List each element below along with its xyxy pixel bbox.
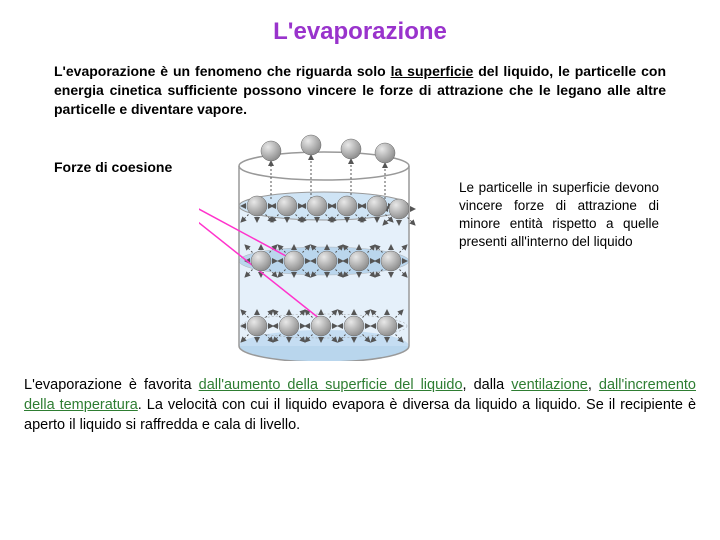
intro-underlined: la superficie — [391, 63, 474, 79]
bottom-sep1: , dalla — [463, 377, 512, 393]
right-caption: Le particelle in superficie devono vince… — [459, 131, 659, 252]
intro-paragraph: L'evaporazione è un fenomeno che riguard… — [54, 62, 666, 119]
bottom-paragraph: L'evaporazione è favorita dall'aumento d… — [24, 375, 696, 436]
bottom-hl2: ventilazione — [511, 377, 588, 393]
evaporation-diagram — [199, 131, 449, 361]
intro-pre: L'evaporazione è un fenomeno che riguard… — [54, 63, 391, 79]
middle-row: Forze di coesione Le particelle in super… — [24, 131, 696, 361]
bottom-sep2: , — [588, 377, 599, 393]
bottom-pre: L'evaporazione è favorita — [24, 377, 199, 393]
cohesion-label: Forze di coesione — [24, 131, 189, 175]
bottom-hl1: dall'aumento della superficie del liquid… — [199, 377, 463, 393]
page-title: L'evaporazione — [24, 18, 696, 46]
